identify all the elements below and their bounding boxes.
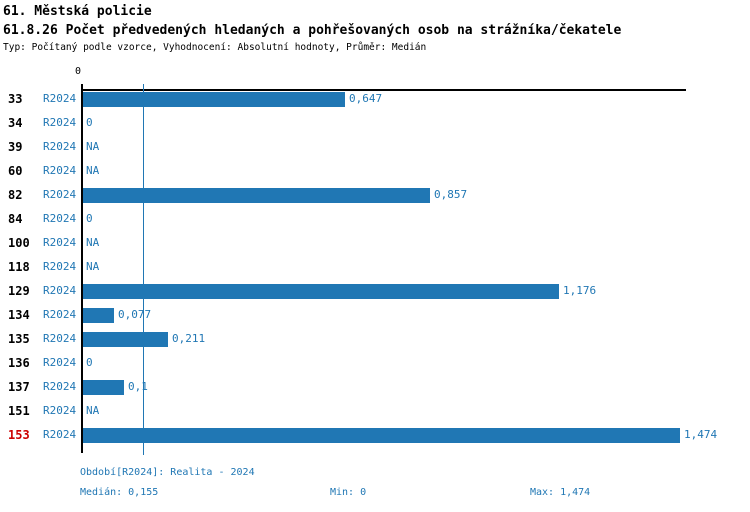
row-category-label: 33 (8, 92, 23, 106)
table-row: 39 R2024 NA (0, 135, 750, 159)
row-period-label: R2024 (43, 212, 77, 225)
x-axis-line (81, 89, 686, 91)
bar-value-label: 0,211 (172, 332, 206, 345)
bar-value-label: NA (86, 404, 100, 417)
y-axis-line (81, 84, 83, 453)
table-row: 136 R2024 0 (0, 351, 750, 375)
row-period-label: R2024 (43, 284, 77, 297)
bar-value-label: 0,857 (434, 188, 468, 201)
bar-value-label: NA (86, 140, 100, 153)
table-row: 151 R2024 NA (0, 399, 750, 423)
bar (83, 283, 559, 299)
row-category-label: 129 (8, 284, 30, 298)
bar-value-label: 1,176 (563, 284, 597, 297)
bar-value-label: 0 (86, 356, 93, 369)
bar-value-label: NA (86, 164, 100, 177)
table-row: 82 R2024 0,857 (0, 183, 750, 207)
table-row: 129 R2024 1,176 (0, 279, 750, 303)
table-row: 118 R2024 NA (0, 255, 750, 279)
row-category-label: 136 (8, 356, 30, 370)
bar (83, 379, 124, 395)
footer-period-label: Období[R2024]: Realita - 2024 (80, 467, 255, 478)
row-category-label: 100 (8, 236, 30, 250)
row-period-label: R2024 (43, 356, 77, 369)
bar-value-label: 0 (86, 212, 93, 225)
row-period-label: R2024 (43, 308, 77, 321)
bar-value-label: 0,647 (349, 92, 383, 105)
table-row: 60 R2024 NA (0, 159, 750, 183)
bar (83, 187, 430, 203)
row-period-label: R2024 (43, 116, 77, 129)
bar (83, 427, 680, 443)
row-category-label: 118 (8, 260, 30, 274)
bar (83, 91, 345, 107)
row-period-label: R2024 (43, 164, 77, 177)
row-category-label: 39 (8, 140, 23, 154)
footer-median-stat: Medián: 0,155 (80, 487, 159, 498)
row-period-label: R2024 (43, 188, 77, 201)
footer-max-stat: Max: 1,474 (530, 487, 591, 498)
row-category-label: 137 (8, 380, 30, 394)
bar (83, 331, 168, 347)
bar-value-label: 0,077 (118, 308, 152, 321)
row-category-label: 60 (8, 164, 23, 178)
row-period-label: R2024 (43, 140, 77, 153)
table-row: 84 R2024 0 (0, 207, 750, 231)
chart-title: 61.8.26 Počet předvedených hledaných a p… (3, 23, 622, 38)
bar-value-label: NA (86, 236, 100, 249)
bar-value-label: 1,474 (684, 428, 718, 441)
footer-min-stat: Min: 0 (330, 487, 367, 498)
bar-value-label: 0 (86, 116, 93, 129)
row-category-label: 84 (8, 212, 23, 226)
row-period-label: R2024 (43, 236, 77, 249)
axis-zero-tick-label: 0 (75, 66, 82, 77)
bar (83, 307, 114, 323)
row-category-label: 151 (8, 404, 30, 418)
table-row: 137 R2024 0,1 (0, 375, 750, 399)
row-period-label: R2024 (43, 260, 77, 273)
bar-value-label: 0,1 (128, 380, 148, 393)
table-row: 134 R2024 0,077 (0, 303, 750, 327)
table-row: 34 R2024 0 (0, 111, 750, 135)
bar-value-label: NA (86, 260, 100, 273)
table-row: 135 R2024 0,211 (0, 327, 750, 351)
row-category-label: 135 (8, 332, 30, 346)
row-category-label: 34 (8, 116, 23, 130)
row-category-label: 134 (8, 308, 30, 322)
row-category-label: 153 (8, 428, 30, 442)
median-reference-line (143, 84, 144, 455)
row-period-label: R2024 (43, 404, 77, 417)
table-row: 153 R2024 1,474 (0, 423, 750, 447)
row-period-label: R2024 (43, 380, 77, 393)
table-row: 33 R2024 0,647 (0, 87, 750, 111)
row-category-label: 82 (8, 188, 23, 202)
row-period-label: R2024 (43, 332, 77, 345)
row-period-label: R2024 (43, 92, 77, 105)
chart-meta-info: Typ: Počítaný podle vzorce, Vyhodnocení:… (3, 42, 427, 53)
table-row: 100 R2024 NA (0, 231, 750, 255)
page-title: 61. Městská policie (3, 4, 152, 19)
row-period-label: R2024 (43, 428, 77, 441)
